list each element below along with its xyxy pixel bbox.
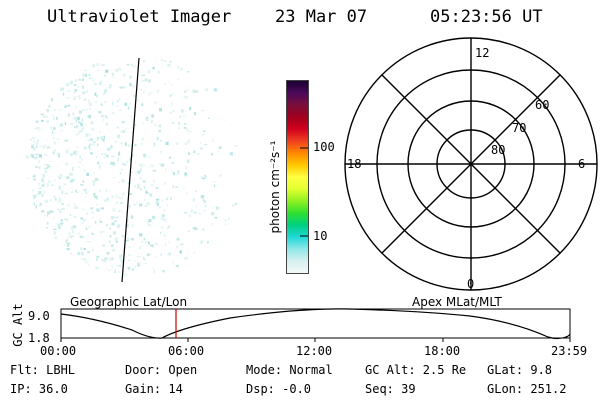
polar-label-0: 0	[467, 277, 475, 291]
info-glon: GLon: 251.2	[487, 382, 567, 396]
polar-label-6: 6	[578, 157, 586, 171]
timeline-right-title: Apex MLat/MLT	[412, 295, 502, 309]
colorbar-tick-100: 100	[313, 140, 335, 154]
timeline-left-title: Geographic Lat/Lon	[70, 295, 188, 309]
timeline-y-tick-top: 9.0	[28, 309, 50, 323]
timeline-x-tick-3: 18:00	[424, 344, 461, 358]
polar-label-60: 60	[535, 98, 550, 112]
info-glat: GLat: 9.8	[487, 363, 553, 377]
info-flt: Flt: LBHL	[10, 363, 76, 377]
info-gcalt: GC Alt: 2.5 Re	[365, 363, 467, 377]
polar-label-18: 18	[347, 157, 362, 171]
timeline-y-tick-bottom: 1.8	[28, 331, 50, 345]
info-ip: IP: 36.0	[10, 382, 68, 396]
altitude-curve	[60, 308, 571, 340]
info-seq: Seq: 39	[365, 382, 416, 396]
polar-label-80: 80	[491, 143, 506, 157]
info-door: Door: Open	[125, 363, 198, 377]
polar-label-12: 12	[475, 46, 490, 60]
timeline-x-tick-0: 00:00	[40, 344, 77, 358]
time-label: 05:23:56 UT	[430, 7, 543, 27]
info-gain: Gain: 14	[125, 382, 183, 396]
timeline-x-tick-2: 12:00	[296, 344, 333, 358]
timeline-x-tick-4: 23:59	[551, 344, 588, 358]
polar-label-70: 70	[512, 121, 527, 135]
date-label: 23 Mar 07	[275, 7, 368, 27]
info-dsp: Dsp: -0.0	[246, 382, 312, 396]
colorbar-tick-10: 10	[313, 229, 328, 243]
info-mode: Mode: Normal	[246, 363, 333, 377]
timeline-x-tick-1: 06:00	[168, 344, 205, 358]
colorbar	[286, 80, 309, 274]
instrument-title: Ultraviolet Imager	[47, 7, 232, 27]
